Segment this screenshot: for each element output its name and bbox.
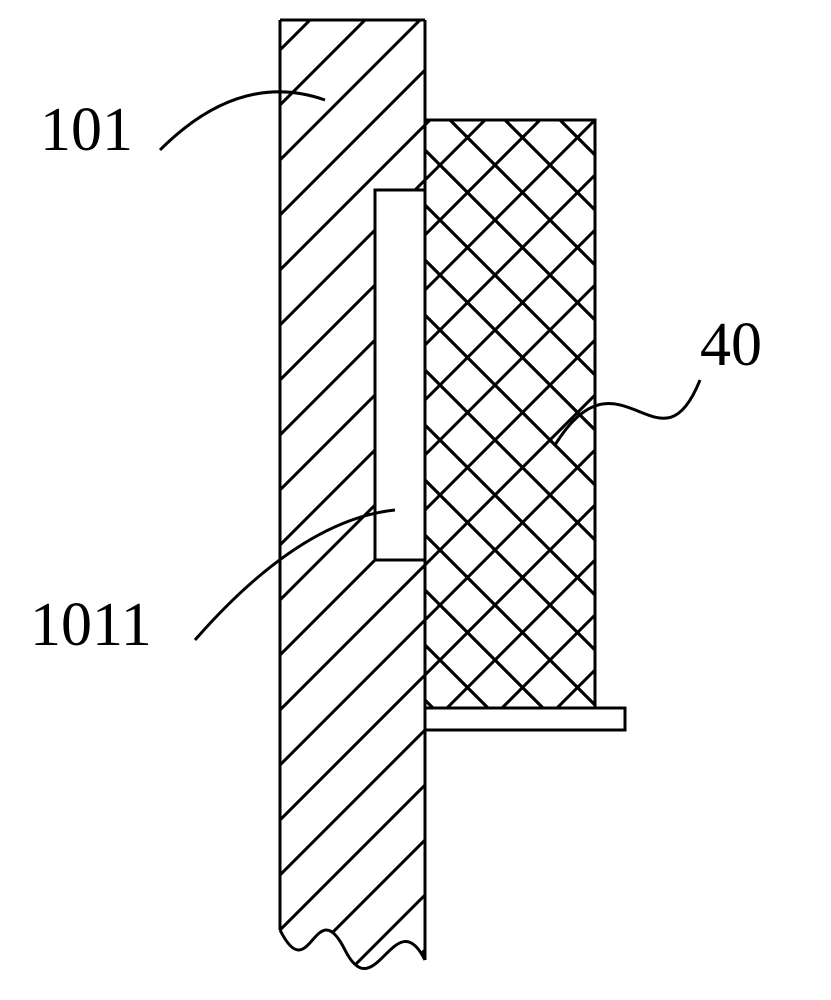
label-1011: 1011 (30, 590, 152, 661)
label-101: 101 (40, 95, 133, 166)
label-40: 40 (700, 310, 762, 381)
diagram-canvas: 101 1011 40 (0, 0, 831, 1000)
